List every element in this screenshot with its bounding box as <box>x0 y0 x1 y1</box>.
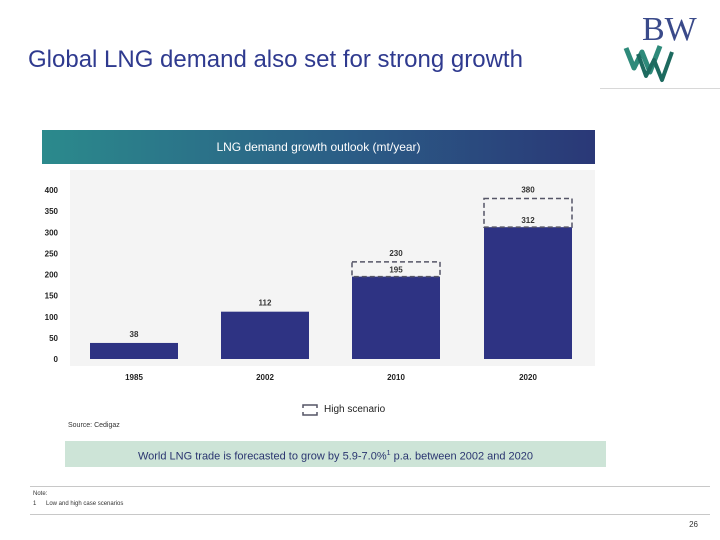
callout-tail: p.a. between 2002 and 2020 <box>390 450 534 463</box>
forecast-callout: World LNG trade is forecasted to grow by… <box>65 441 606 467</box>
data-label-1985: 38 <box>130 330 139 339</box>
note-text: Low and high case scenarios <box>46 501 124 507</box>
high-label-2020: 380 <box>521 185 535 194</box>
logo-letter-b: BW <box>642 11 698 48</box>
y-tick-label: 50 <box>49 334 58 343</box>
x-tick-label-2002: 2002 <box>256 373 274 382</box>
y-tick-label: 0 <box>54 355 59 364</box>
x-tick-label-1985: 1985 <box>125 373 143 382</box>
page-number: 26 <box>689 520 698 529</box>
bar-2020 <box>484 227 572 359</box>
callout-main: World LNG trade is forecasted to grow by… <box>137 450 387 463</box>
chart-title-banner: LNG demand growth outlook (mt/year) <box>42 130 595 164</box>
slide-title: Global LNG demand also set for strong gr… <box>28 46 523 73</box>
bar-2010 <box>352 276 440 359</box>
x-tick-label-2020: 2020 <box>519 373 537 382</box>
footer-divider <box>30 514 710 515</box>
y-tick-label: 250 <box>45 249 59 258</box>
high-scenario-box-2010 <box>351 261 441 278</box>
title-divider <box>600 88 720 89</box>
data-label-2010: 195 <box>389 266 403 275</box>
bw-logo: BW <box>623 11 698 82</box>
dashed-box-icon <box>302 404 318 416</box>
y-tick-label: 100 <box>45 313 59 322</box>
legend-label-high-scenario: High scenario <box>324 404 386 415</box>
y-tick-label: 200 <box>45 271 59 280</box>
y-tick-label: 400 <box>45 186 59 195</box>
data-label-2002: 112 <box>259 299 272 308</box>
callout-footnote-ref: 1 <box>386 450 391 457</box>
data-label-2020: 312 <box>521 216 535 225</box>
notes-label: Note: <box>33 491 48 497</box>
y-tick-label: 350 <box>45 207 59 216</box>
y-tick-label: 150 <box>45 292 59 301</box>
note-number: 1 <box>33 501 37 507</box>
high-label-2010: 230 <box>389 249 403 258</box>
x-tick-label-2010: 2010 <box>387 373 405 382</box>
bar-1985 <box>90 342 178 359</box>
source-note: Source: Cedigaz <box>68 422 120 429</box>
high-scenario-box-2020 <box>483 197 573 228</box>
bar-2002 <box>221 311 309 359</box>
notes-divider <box>30 486 710 487</box>
y-tick-label: 300 <box>45 228 59 237</box>
